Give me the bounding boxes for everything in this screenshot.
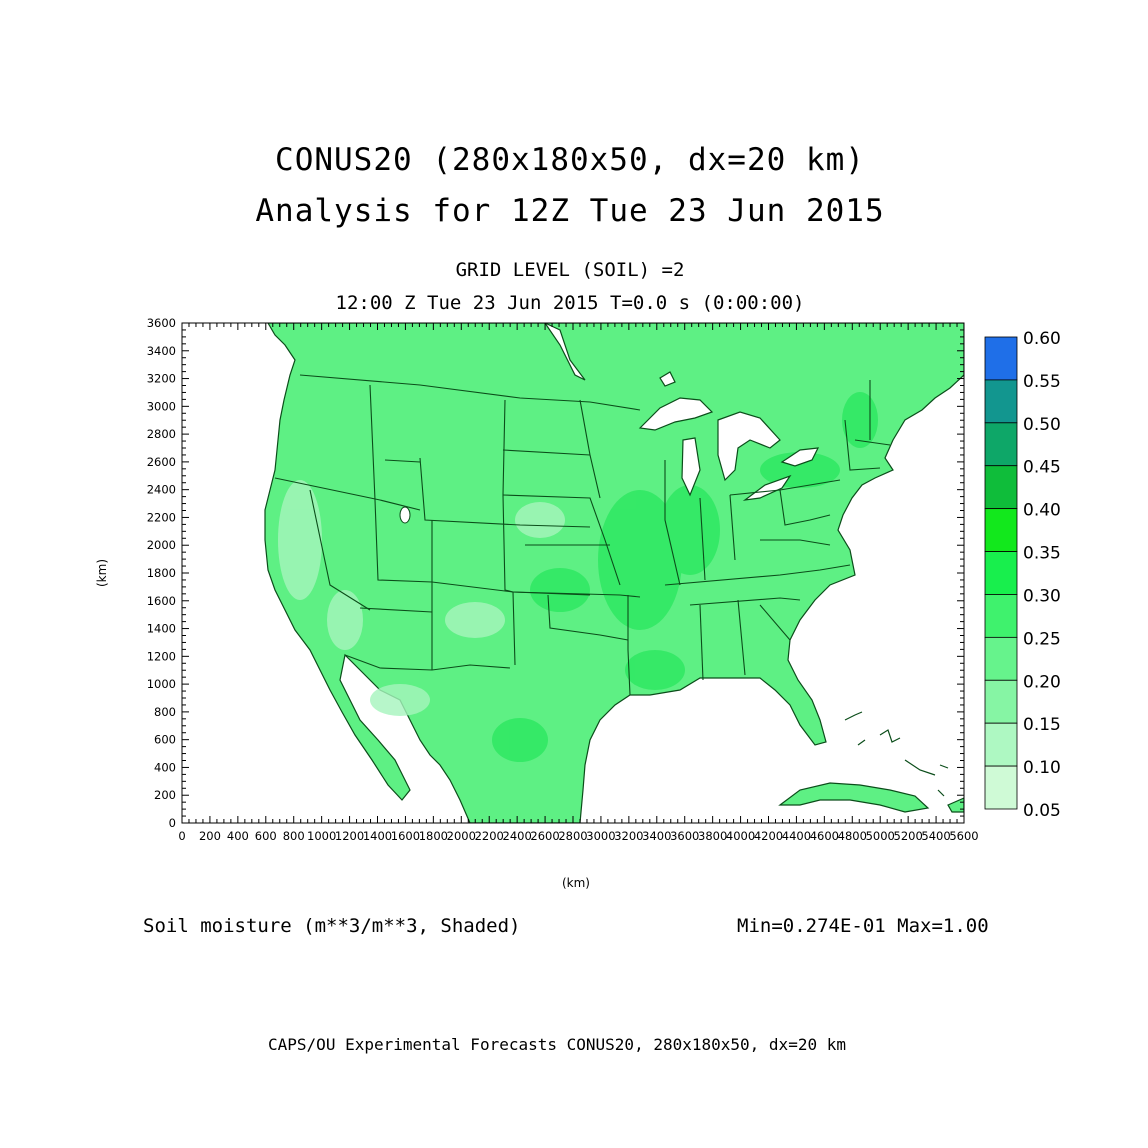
y-tick-label: 1800	[147, 566, 176, 580]
y-tick-label: 800	[154, 705, 176, 719]
colorbar-label: 0.20	[1023, 672, 1061, 692]
y-tick-label: 200	[154, 788, 176, 802]
x-tick-label: 5600	[949, 829, 978, 843]
islands	[844, 711, 949, 797]
x-tick-label: 200	[199, 829, 221, 843]
y-tick-label: 2000	[147, 538, 176, 552]
y-tick-label: 1200	[147, 649, 176, 663]
y-tick-label: 1400	[147, 622, 176, 636]
x-tick-label: 2000	[447, 829, 476, 843]
colorbar-label: 0.35	[1023, 544, 1061, 564]
y-tick-label: 2800	[147, 427, 176, 441]
y-tick-label: 3200	[147, 372, 176, 386]
y-tick-label: 0	[169, 816, 176, 830]
x-tick-label: 3400	[642, 829, 671, 843]
x-tick-label: 4600	[810, 829, 839, 843]
colorbar-label: 0.10	[1023, 758, 1061, 778]
x-tick-label: 1800	[419, 829, 448, 843]
colorbar-label: 0.50	[1023, 415, 1061, 435]
colorbar-swatch	[984, 679, 1018, 724]
x-tick-label: 400	[227, 829, 249, 843]
land-cuba	[778, 782, 930, 813]
x-tick-label: 1200	[335, 829, 364, 843]
min-max-label: Min=0.274E-01 Max=1.00	[737, 915, 989, 937]
x-tick-label: 1400	[363, 829, 392, 843]
colorbar-label: 0.15	[1023, 715, 1061, 735]
x-tick-label: 3000	[586, 829, 615, 843]
x-tick-label: 3200	[614, 829, 643, 843]
y-axis-unit: (km)	[95, 559, 109, 587]
x-tick-label: 5000	[866, 829, 895, 843]
colorbar-swatch	[984, 422, 1018, 467]
colorbar-label: 0.45	[1023, 458, 1061, 478]
y-tick-label: 400	[154, 760, 176, 774]
y-tick-label: 3400	[147, 344, 176, 358]
colorbar-swatch	[984, 465, 1018, 510]
x-tick-label: 2400	[503, 829, 532, 843]
x-tick-label: 4400	[782, 829, 811, 843]
colorbar-swatch	[984, 722, 1018, 767]
utah-lake	[399, 506, 411, 524]
map-title: CONUS20 (280x180x50, dx=20 km)	[275, 142, 865, 178]
colorbar-label: 0.60	[1023, 329, 1061, 349]
colorbar-swatch	[984, 336, 1018, 381]
map-panel	[182, 323, 964, 823]
x-tick-label: 1000	[307, 829, 336, 843]
colorbar-label: 0.55	[1023, 372, 1061, 392]
dry-patches	[278, 480, 565, 716]
x-tick-label: 0	[178, 829, 185, 843]
colorbar-label: 0.40	[1023, 501, 1061, 521]
grid-level-label: GRID LEVEL (SOIL) =2	[455, 259, 685, 281]
great-lakes	[544, 323, 820, 501]
x-tick-label: 4800	[838, 829, 867, 843]
x-axis-unit: (km)	[562, 876, 590, 890]
x-axis-ticks: 0 200 400 600 800 100012001400160018002000220…	[178, 323, 979, 843]
colorbar-label: 0.05	[1023, 801, 1061, 821]
land-hispaniola	[947, 797, 964, 813]
y-tick-label: 3600	[147, 316, 176, 330]
state-boundaries	[274, 374, 891, 696]
y-tick-label: 2200	[147, 510, 176, 524]
x-tick-label: 2800	[558, 829, 587, 843]
x-tick-label: 4000	[726, 829, 755, 843]
colorbar-swatch	[984, 765, 1018, 810]
colorbar-swatch	[984, 551, 1018, 595]
x-tick-label: 2600	[530, 829, 559, 843]
colorbar-label: 0.30	[1023, 586, 1061, 606]
x-tick-label: 5200	[894, 829, 923, 843]
y-tick-label: 3000	[147, 399, 176, 413]
colorbar-swatch	[984, 379, 1018, 424]
colorbar-swatch	[984, 636, 1018, 681]
y-axis-ticks: 0 200 400 600 800 1000 1200 1400 1600 1800 2000 220…	[147, 316, 964, 830]
moisture-patches	[492, 392, 878, 762]
colorbar-swatch	[984, 508, 1018, 552]
footer-label: CAPS/OU Experimental Forecasts CONUS20, …	[268, 1035, 846, 1054]
colorbar: 0.60 0.55 0.50 0.45 0.40 0.35 0.30 0.25 0.20 0.15…	[984, 329, 1061, 821]
x-tick-label: 4200	[754, 829, 783, 843]
time-label: 12:00 Z Tue 23 Jun 2015 T=0.0 s (0:00:00…	[335, 292, 805, 314]
x-tick-label: 5400	[921, 829, 950, 843]
x-tick-label: 1600	[391, 829, 420, 843]
y-tick-label: 600	[154, 733, 176, 747]
colorbar-swatch	[984, 594, 1018, 638]
x-tick-label: 3800	[698, 829, 727, 843]
y-tick-label: 1000	[147, 677, 176, 691]
map-subtitle: Analysis for 12Z Tue 23 Jun 2015	[255, 193, 885, 229]
x-tick-label: 3600	[670, 829, 699, 843]
x-tick-label: 2200	[475, 829, 504, 843]
x-tick-label: 600	[255, 829, 277, 843]
y-tick-label: 1600	[147, 594, 176, 608]
x-tick-label: 800	[283, 829, 305, 843]
y-tick-label: 2400	[147, 483, 176, 497]
field-label: Soil moisture (m**3/m**3, Shaded)	[143, 915, 521, 937]
colorbar-label: 0.25	[1023, 629, 1061, 649]
y-tick-label: 2600	[147, 455, 176, 469]
